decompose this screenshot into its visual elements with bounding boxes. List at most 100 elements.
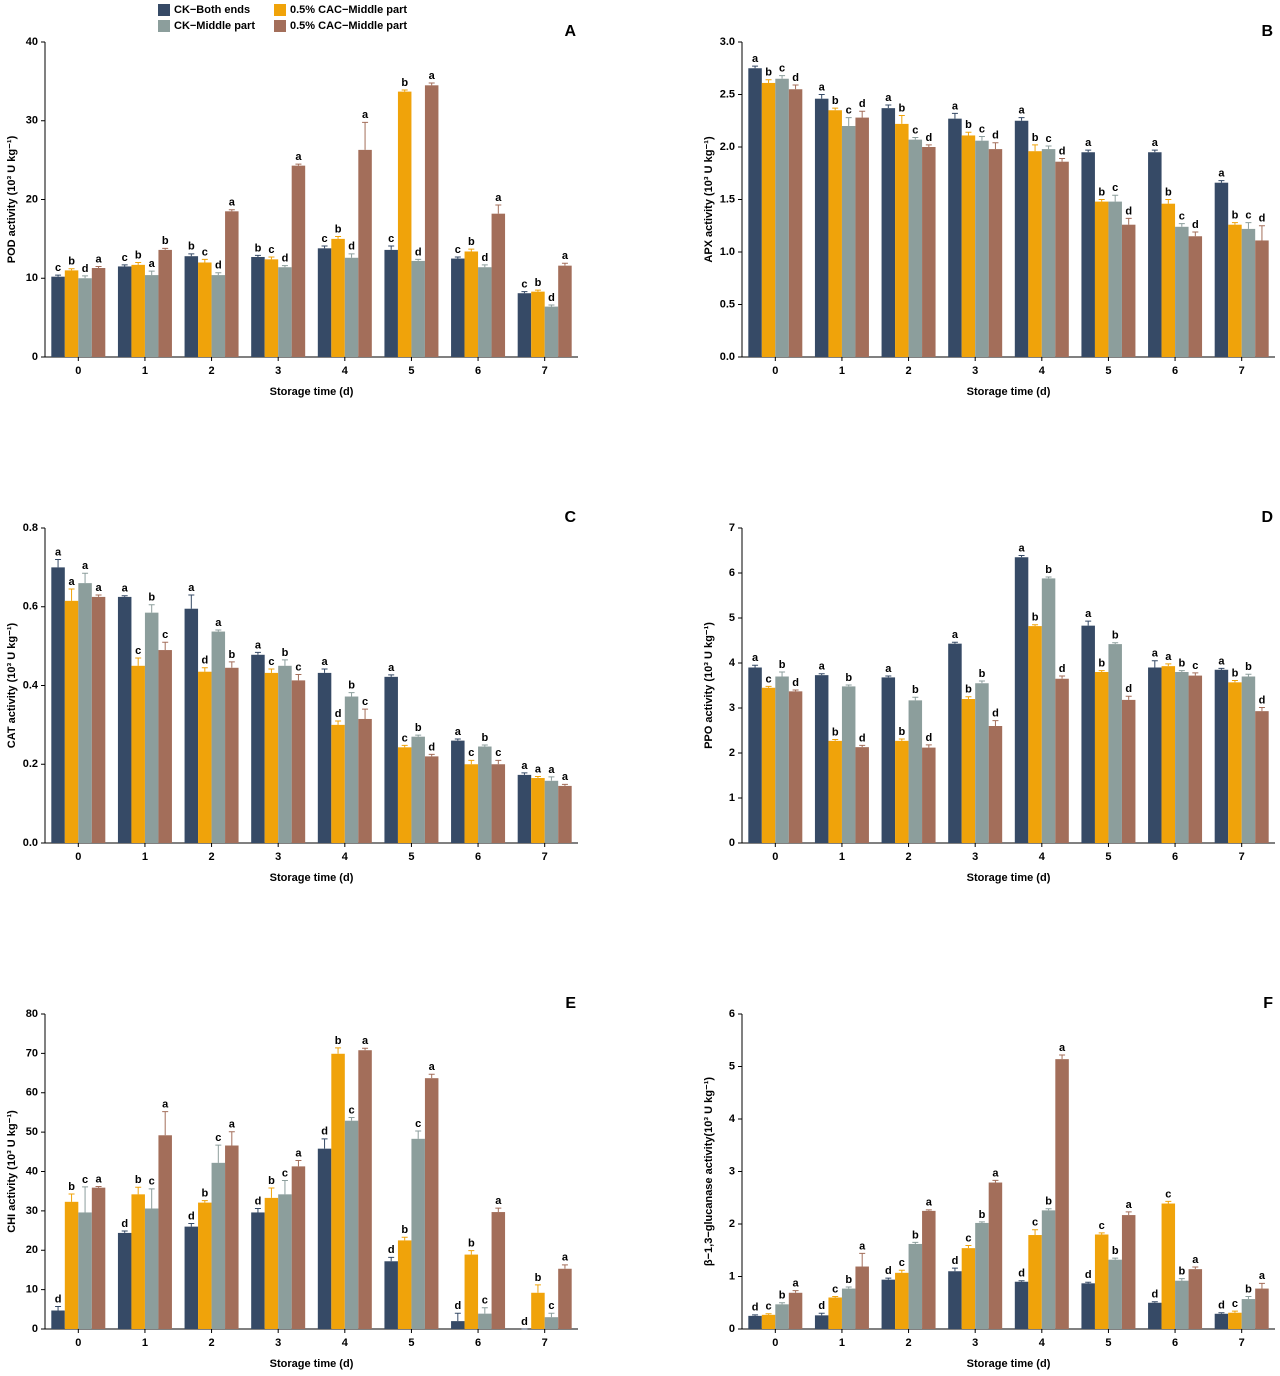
error-bar — [845, 1286, 852, 1289]
legend-swatch — [158, 4, 170, 16]
error-bar — [428, 1073, 435, 1079]
error-bar — [95, 594, 102, 597]
error-bar — [925, 1209, 932, 1211]
significance-letter: b — [898, 102, 905, 114]
error-bar — [779, 671, 786, 677]
panel-label: A — [564, 23, 576, 40]
significance-letter: b — [1112, 1245, 1119, 1257]
bar — [841, 1288, 856, 1329]
bar — [948, 1271, 962, 1329]
error-bar — [792, 84, 799, 90]
error-bar — [82, 275, 89, 279]
significance-letter: b — [228, 649, 235, 661]
x-tick-label: 0 — [75, 851, 81, 863]
error-bar — [818, 94, 825, 99]
error-bar — [415, 734, 422, 737]
bar — [51, 1310, 65, 1329]
error-bar — [495, 204, 502, 214]
error-bar — [495, 1207, 502, 1213]
significance-letter: b — [845, 672, 852, 684]
significance-letter: d — [481, 252, 488, 264]
y-axis-title: APX activity (10³ U kg⁻¹) — [703, 136, 715, 263]
error-bar — [188, 594, 195, 609]
bar — [1121, 1215, 1136, 1329]
bar — [1188, 236, 1203, 357]
bar — [1148, 667, 1162, 843]
significance-letter: c — [402, 732, 408, 744]
error-bar — [388, 245, 395, 250]
y-axis-title: POD activity (10³ U kg⁻¹) — [6, 135, 18, 263]
error-bar — [1178, 670, 1185, 672]
bar — [828, 740, 842, 843]
error-bar — [521, 291, 528, 294]
legend-label: CK−Both ends — [174, 4, 250, 16]
x-tick-label: 1 — [839, 1337, 845, 1349]
bar — [855, 1266, 869, 1329]
bar — [1161, 666, 1176, 843]
error-bar — [752, 664, 759, 668]
error-bar — [898, 738, 905, 741]
significance-letter: a — [562, 250, 569, 262]
x-tick-label: 1 — [839, 365, 845, 377]
significance-letter: a — [535, 763, 542, 775]
x-tick-label: 3 — [972, 365, 978, 377]
bar — [211, 1162, 226, 1329]
x-tick-label: 0 — [772, 1337, 778, 1349]
error-bar — [885, 1277, 892, 1280]
error-bar — [121, 1230, 128, 1233]
panel-label: F — [1263, 995, 1273, 1012]
error-bar — [978, 680, 985, 684]
bar — [131, 264, 145, 357]
significance-letter: a — [388, 662, 395, 674]
significance-letter: a — [1019, 105, 1026, 117]
bar — [761, 82, 776, 357]
bar — [225, 667, 239, 843]
error-bar — [295, 163, 302, 166]
bar — [117, 1232, 132, 1329]
x-tick-label: 2 — [906, 365, 912, 377]
error-bar — [454, 256, 461, 259]
significance-letter: a — [1085, 137, 1092, 149]
bar — [51, 567, 65, 843]
error-bar — [832, 107, 839, 111]
error-bar — [1045, 1208, 1052, 1211]
significance-letter: a — [1126, 1199, 1133, 1211]
bar — [1228, 1312, 1242, 1329]
error-bar — [268, 1187, 275, 1198]
bar — [278, 1194, 292, 1329]
y-tick-label: 4 — [729, 657, 736, 669]
significance-letter: c — [82, 1174, 88, 1186]
significance-letter: a — [752, 53, 759, 65]
significance-letter: c — [295, 661, 301, 673]
x-tick-label: 7 — [1239, 851, 1245, 863]
bar — [748, 1315, 762, 1329]
bar — [988, 149, 1003, 357]
error-bar — [121, 264, 128, 267]
bar — [91, 1187, 106, 1329]
significance-letter: b — [468, 1238, 475, 1250]
error-bar — [468, 248, 475, 252]
panel-label: C — [564, 509, 576, 526]
error-bar — [135, 1186, 142, 1195]
error-bar — [912, 137, 919, 140]
x-axis-title: Storage time (d) — [270, 386, 354, 398]
error-bar — [468, 1250, 475, 1255]
bar — [748, 667, 762, 843]
error-bar — [1085, 1281, 1092, 1284]
significance-letter: b — [1032, 612, 1039, 624]
y-tick-label: 50 — [26, 1126, 38, 1138]
bar — [1041, 1210, 1056, 1329]
bar — [517, 293, 532, 357]
x-axis-title: Storage time (d) — [967, 386, 1051, 398]
significance-letter: c — [965, 1232, 971, 1244]
bar — [358, 1050, 372, 1329]
error-bar — [965, 1245, 972, 1249]
error-bar — [335, 720, 342, 725]
bar — [211, 275, 226, 357]
significance-letter: d — [818, 1300, 825, 1312]
significance-letter: c — [1112, 182, 1118, 194]
error-bar — [978, 136, 985, 141]
significance-letter: c — [482, 1295, 488, 1307]
bar — [78, 1212, 92, 1329]
significance-letter: b — [832, 95, 839, 107]
